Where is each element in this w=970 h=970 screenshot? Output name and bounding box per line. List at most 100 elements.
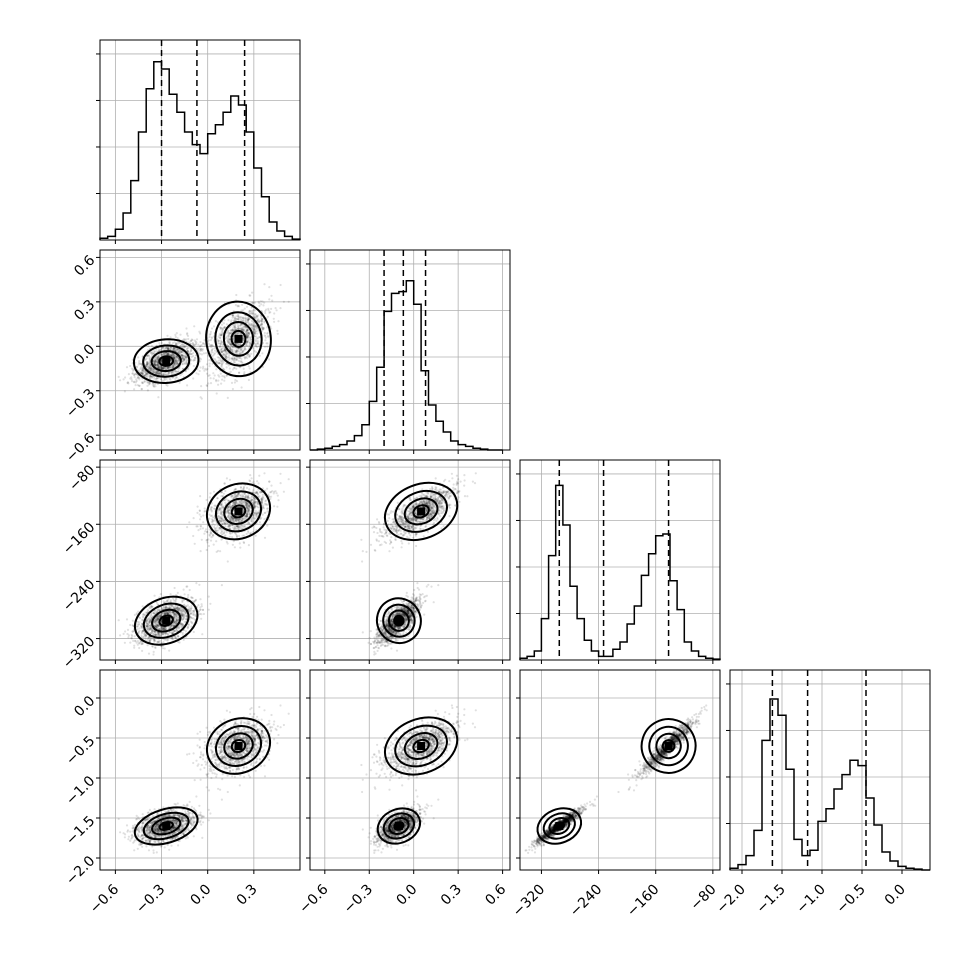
sample-point bbox=[261, 501, 264, 504]
sample-point bbox=[245, 512, 248, 515]
sample-point bbox=[180, 625, 183, 628]
sample-point bbox=[162, 628, 165, 631]
sample-point bbox=[169, 347, 172, 350]
sample-point bbox=[233, 501, 236, 504]
sample-point bbox=[197, 529, 200, 532]
sample-point bbox=[162, 366, 165, 369]
sample-point bbox=[194, 356, 197, 360]
sample-point bbox=[165, 352, 168, 355]
sample-point bbox=[157, 617, 160, 620]
sample-point bbox=[216, 356, 219, 359]
sample-point bbox=[176, 360, 179, 363]
sample-point bbox=[231, 329, 234, 332]
sample-point bbox=[172, 354, 175, 357]
sample-point bbox=[262, 496, 265, 499]
sample-point bbox=[165, 347, 168, 350]
sample-point bbox=[154, 618, 157, 621]
sample-point bbox=[211, 347, 214, 350]
sample-point bbox=[150, 368, 153, 371]
sample-point bbox=[153, 620, 156, 623]
sample-point bbox=[183, 358, 186, 361]
sample-point bbox=[223, 522, 226, 525]
sample-point bbox=[276, 332, 279, 335]
sample-point bbox=[246, 340, 249, 343]
sample-point bbox=[228, 523, 231, 527]
sample-point bbox=[186, 350, 189, 353]
sample-point bbox=[220, 517, 223, 520]
sample-point bbox=[198, 369, 201, 373]
sample-point bbox=[156, 640, 159, 643]
sample-point bbox=[175, 355, 178, 358]
sample-point bbox=[158, 628, 161, 631]
sample-point bbox=[154, 364, 157, 367]
sample-point bbox=[255, 325, 258, 328]
sample-point bbox=[257, 321, 260, 324]
sample-point bbox=[174, 360, 177, 363]
sample-point bbox=[175, 613, 178, 616]
sample-point bbox=[174, 370, 177, 373]
sample-point bbox=[192, 359, 195, 362]
sample-point bbox=[148, 377, 151, 380]
sample-point bbox=[135, 373, 138, 376]
sample-point bbox=[253, 335, 257, 338]
sample-point bbox=[200, 617, 203, 620]
sample-point bbox=[136, 377, 139, 380]
sample-point bbox=[199, 598, 202, 601]
sample-point bbox=[233, 495, 236, 498]
sample-point bbox=[242, 494, 245, 497]
sample-point bbox=[228, 340, 231, 343]
sample-point bbox=[155, 623, 158, 626]
sample-point bbox=[219, 515, 223, 519]
sample-point bbox=[205, 368, 208, 371]
sample-point bbox=[247, 323, 250, 326]
sample-point bbox=[223, 326, 226, 329]
sample-point bbox=[252, 489, 255, 492]
sample-point bbox=[247, 544, 250, 547]
y-tick-label-p1-3: 0.3 bbox=[71, 297, 98, 324]
sample-point bbox=[163, 377, 166, 380]
sample-point bbox=[225, 323, 228, 326]
sample-point bbox=[142, 613, 145, 616]
mode-peak-0 bbox=[162, 357, 171, 366]
sample-point bbox=[253, 504, 256, 507]
sample-point bbox=[153, 370, 156, 374]
sample-point bbox=[142, 369, 145, 372]
sample-point bbox=[233, 357, 236, 360]
sample-point bbox=[219, 528, 222, 531]
sample-point bbox=[232, 497, 235, 500]
sample-point bbox=[217, 342, 220, 345]
sample-point bbox=[156, 610, 159, 613]
sample-point bbox=[241, 519, 244, 522]
sample-point bbox=[134, 384, 137, 387]
sample-point bbox=[160, 627, 163, 630]
sample-point bbox=[242, 337, 245, 340]
sample-point bbox=[229, 346, 232, 350]
sample-point bbox=[158, 609, 161, 612]
sample-point bbox=[226, 339, 229, 342]
sample-point bbox=[137, 610, 140, 613]
sample-point bbox=[193, 599, 196, 603]
sample-point bbox=[157, 363, 160, 366]
sample-point bbox=[190, 338, 193, 341]
sample-point bbox=[266, 331, 269, 334]
sample-point bbox=[219, 334, 222, 337]
sample-point bbox=[226, 510, 230, 513]
sample-point bbox=[178, 352, 181, 355]
sample-point bbox=[170, 624, 173, 627]
sample-point bbox=[180, 610, 183, 613]
sample-point bbox=[223, 348, 226, 352]
sample-point bbox=[220, 506, 223, 509]
sample-point bbox=[197, 343, 200, 346]
sample-point bbox=[249, 339, 252, 342]
sample-point bbox=[229, 348, 232, 351]
sample-point bbox=[155, 616, 158, 620]
sample-point bbox=[146, 389, 149, 392]
sample-point bbox=[178, 349, 181, 352]
sample-point bbox=[252, 515, 255, 518]
sample-point bbox=[220, 364, 223, 367]
sample-point bbox=[157, 632, 161, 635]
sample-point bbox=[149, 607, 152, 610]
sample-point bbox=[148, 367, 151, 370]
sample-point bbox=[153, 621, 157, 624]
sample-point bbox=[185, 611, 188, 615]
